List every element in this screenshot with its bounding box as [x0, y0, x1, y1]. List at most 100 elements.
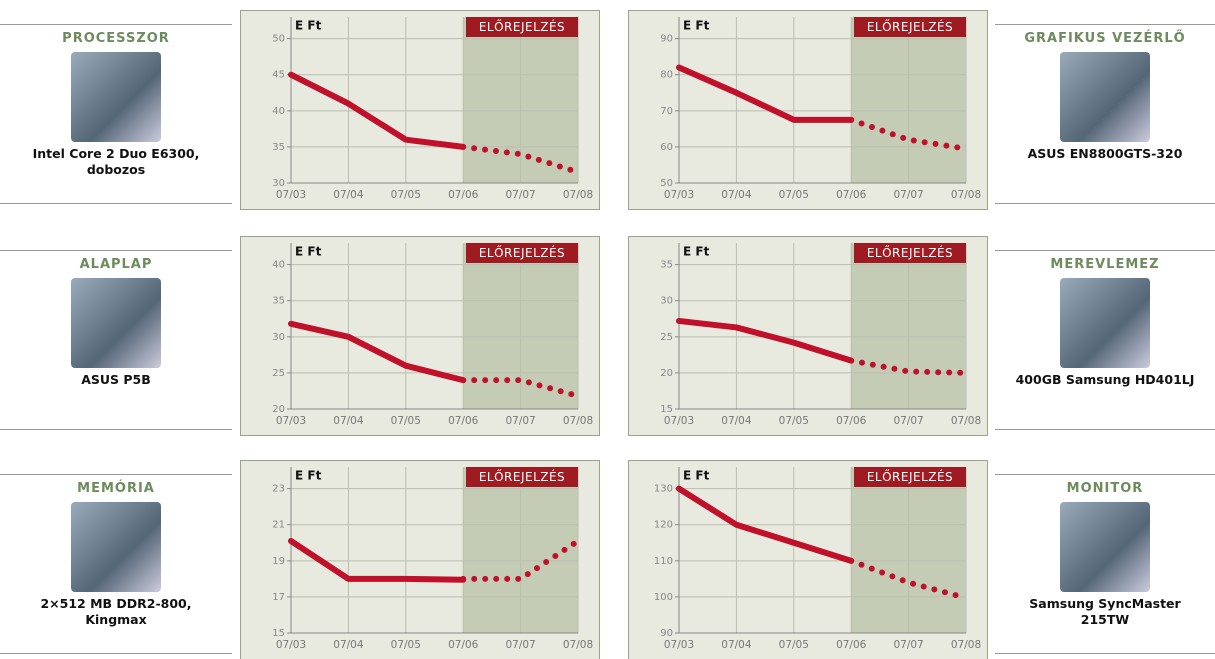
price-line — [676, 485, 855, 564]
y-axis-label: E Ft — [683, 245, 710, 259]
product-info: MONITOR Samsung SyncMaster 215TW — [995, 474, 1215, 654]
annotation: ELŐREJELZÉS — [479, 469, 565, 484]
x-tick-label: 07/04 — [721, 189, 752, 201]
x-tick-label: 07/07 — [505, 415, 535, 427]
chart: 07/03 07/04 07/05 07/06 07/07 07/08 15 20 25 30 35… — [660, 243, 981, 427]
x-tick-label: 07/08 — [951, 189, 981, 201]
x-tick-label: 07/05 — [779, 189, 809, 201]
y-tick-label: 25 — [660, 332, 673, 343]
y-tick-label: 90 — [660, 34, 673, 45]
x-tick-label: 07/05 — [391, 189, 421, 201]
y-tick-label: 15 — [272, 628, 285, 639]
y-tick-label: 45 — [272, 70, 285, 81]
x-tick-label: 07/08 — [951, 639, 981, 651]
annotation-box — [466, 467, 578, 487]
x-tick-label: 07/03 — [664, 639, 694, 651]
chart: 07/03 07/04 07/05 07/06 07/07 07/08 90 100 110 12… — [654, 467, 981, 651]
product-name: ASUS EN8800GTS-320 — [1027, 146, 1183, 161]
category-label: MEREVLEMEZ — [1050, 257, 1160, 272]
forecast-line — [460, 377, 581, 400]
product-info: MEREVLEMEZ 400GB Samsung HD401LJ — [995, 250, 1215, 430]
annotation: ELŐREJELZÉS — [867, 469, 953, 484]
product-image — [71, 278, 161, 368]
y-axis-label: E Ft — [683, 469, 710, 483]
x-tick-label: 07/08 — [563, 189, 593, 201]
y-axis-label: E Ft — [295, 245, 322, 259]
category-label: PROCESSZOR — [62, 31, 170, 46]
x-tick-label: 07/06 — [836, 415, 867, 427]
y-tick-label: 50 — [660, 178, 673, 189]
y-tick-label: 20 — [660, 368, 673, 379]
y-tick-label: 70 — [660, 106, 673, 117]
product-info: PROCESSZOR Intel Core 2 Duo E6300, dobozo… — [0, 24, 232, 204]
y-tick-label: 17 — [272, 592, 285, 603]
product-info: ALAPLAP ASUS P5B — [0, 250, 232, 430]
product-name: 400GB Samsung HD401LJ — [1015, 372, 1195, 387]
y-tick-label: 120 — [654, 520, 673, 531]
product-name: Intel Core 2 Duo E6300, dobozos — [32, 146, 200, 177]
y-tick-label: 35 — [272, 142, 285, 153]
x-tick-label: 07/08 — [563, 415, 593, 427]
y-tick-label: 30 — [660, 296, 673, 307]
category-label: GRAFIKUS VEZÉRLŐ — [1024, 31, 1186, 46]
product-image — [1060, 52, 1150, 142]
x-tick-label: 07/04 — [333, 639, 364, 651]
x-tick-label: 07/07 — [893, 415, 923, 427]
y-tick-label: 110 — [654, 556, 673, 567]
chart: 07/03 07/04 07/05 07/06 07/07 07/08 15 17 19 21 23… — [272, 467, 593, 651]
y-tick-label: 30 — [272, 332, 285, 343]
category-label: MEMÓRIA — [77, 481, 155, 496]
forecast-line — [848, 557, 969, 601]
annotation-box — [466, 243, 578, 263]
y-tick-label: 100 — [654, 592, 673, 603]
x-tick-label: 07/04 — [721, 415, 752, 427]
x-tick-label: 07/06 — [836, 639, 867, 651]
annotation-box — [854, 467, 966, 487]
y-axis-label: E Ft — [683, 19, 710, 33]
chart-panel: 07/03 07/04 07/05 07/06 07/07 07/08 30 35 40 45 50… — [240, 10, 600, 210]
y-tick-label: 21 — [272, 520, 285, 531]
price-line — [288, 537, 467, 583]
product-info: GRAFIKUS VEZÉRLŐ ASUS EN8800GTS-320 — [995, 24, 1215, 204]
category-label: ALAPLAP — [79, 257, 153, 272]
y-tick-label: 25 — [272, 368, 285, 379]
annotation: ELŐREJELZÉS — [479, 19, 565, 34]
annotation-box — [854, 17, 966, 37]
price-line — [288, 320, 467, 384]
chart-panel: 07/03 07/04 07/05 07/06 07/07 07/08 50 60 70 80 90… — [628, 10, 988, 210]
y-tick-label: 80 — [660, 70, 673, 81]
product-image — [71, 52, 161, 142]
chart: 07/03 07/04 07/05 07/06 07/07 07/08 20 25 30 35 40… — [272, 243, 593, 427]
x-tick-label: 07/03 — [664, 415, 694, 427]
x-tick-label: 07/06 — [448, 415, 479, 427]
annotation: ELŐREJELZÉS — [479, 245, 565, 260]
y-tick-label: 60 — [660, 142, 673, 153]
y-tick-label: 40 — [272, 260, 285, 271]
product-name: Samsung SyncMaster 215TW — [1029, 596, 1181, 627]
x-tick-label: 07/03 — [276, 639, 306, 651]
chart-panel: 07/03 07/04 07/05 07/06 07/07 07/08 90 100 110 12… — [628, 460, 988, 659]
x-tick-label: 07/04 — [333, 189, 364, 201]
product-image — [1060, 278, 1150, 368]
x-tick-label: 07/04 — [721, 639, 752, 651]
x-tick-label: 07/07 — [893, 189, 923, 201]
y-tick-label: 23 — [272, 484, 285, 495]
forecast-line — [848, 116, 969, 152]
price-line — [676, 64, 855, 123]
annotation-box — [466, 17, 578, 37]
y-axis-label: E Ft — [295, 469, 322, 483]
forecast-line — [460, 143, 581, 176]
price-line — [676, 317, 855, 364]
x-tick-label: 07/05 — [779, 415, 809, 427]
y-tick-label: 40 — [272, 106, 285, 117]
product-image — [1060, 502, 1150, 592]
y-axis-label: E Ft — [295, 19, 322, 33]
y-tick-label: 20 — [272, 404, 285, 415]
y-tick-label: 90 — [660, 628, 673, 639]
x-tick-label: 07/08 — [563, 639, 593, 651]
y-tick-label: 19 — [272, 556, 285, 567]
x-tick-label: 07/07 — [893, 639, 923, 651]
product-name: ASUS P5B — [81, 372, 151, 387]
x-tick-label: 07/07 — [505, 639, 535, 651]
